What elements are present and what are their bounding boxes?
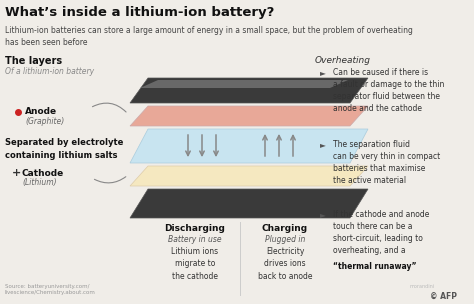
Text: The layers: The layers: [5, 56, 62, 66]
Text: ►: ►: [320, 68, 326, 77]
Text: © AFP: © AFP: [430, 292, 457, 301]
Polygon shape: [130, 189, 368, 218]
Text: Battery in use: Battery in use: [168, 235, 222, 244]
Polygon shape: [140, 80, 348, 88]
Text: morandini: morandini: [410, 284, 435, 289]
Text: Electricity
drives ions
back to anode: Electricity drives ions back to anode: [258, 247, 312, 281]
Text: Overheating: Overheating: [315, 56, 371, 65]
Text: ►: ►: [320, 140, 326, 149]
Text: Discharging: Discharging: [164, 224, 226, 233]
Text: (Graphite): (Graphite): [25, 116, 64, 126]
Text: Separated by electrolyte
containing lithium salts: Separated by electrolyte containing lith…: [5, 138, 123, 160]
Text: What’s inside a lithium-ion battery?: What’s inside a lithium-ion battery?: [5, 6, 274, 19]
Text: Lithium-ion batteries can store a large amount of energy in a small space, but t: Lithium-ion batteries can store a large …: [5, 26, 413, 47]
Text: ►: ►: [320, 210, 326, 219]
Polygon shape: [130, 129, 368, 163]
Text: (Lithium): (Lithium): [22, 178, 56, 186]
Text: Lithium ions
migrate to
the cathode: Lithium ions migrate to the cathode: [172, 247, 219, 281]
Text: Source: batteryuniversity.com/
livescience/Chemistry.about.com: Source: batteryuniversity.com/ livescien…: [5, 284, 96, 295]
Text: If the cathode and anode
touch there can be a
short-circuit, leading to
overheat: If the cathode and anode touch there can…: [333, 210, 429, 255]
Text: Plugged in: Plugged in: [265, 235, 305, 244]
Text: Charging: Charging: [262, 224, 308, 233]
Text: Cathode: Cathode: [22, 168, 64, 178]
Text: The separation fluid
can be very thin in compact
batteries that maximise
the act: The separation fluid can be very thin in…: [333, 140, 440, 185]
Polygon shape: [130, 78, 368, 103]
Text: +: +: [12, 168, 21, 178]
Text: “thermal runaway”: “thermal runaway”: [333, 262, 417, 271]
Text: Anode: Anode: [25, 108, 57, 116]
Polygon shape: [130, 106, 368, 126]
Polygon shape: [130, 166, 368, 186]
Text: Can be caused if there is
a fault or damage to the thin
separator fluid between : Can be caused if there is a fault or dam…: [333, 68, 444, 113]
Text: Of a lithium-ion battery: Of a lithium-ion battery: [5, 67, 94, 76]
